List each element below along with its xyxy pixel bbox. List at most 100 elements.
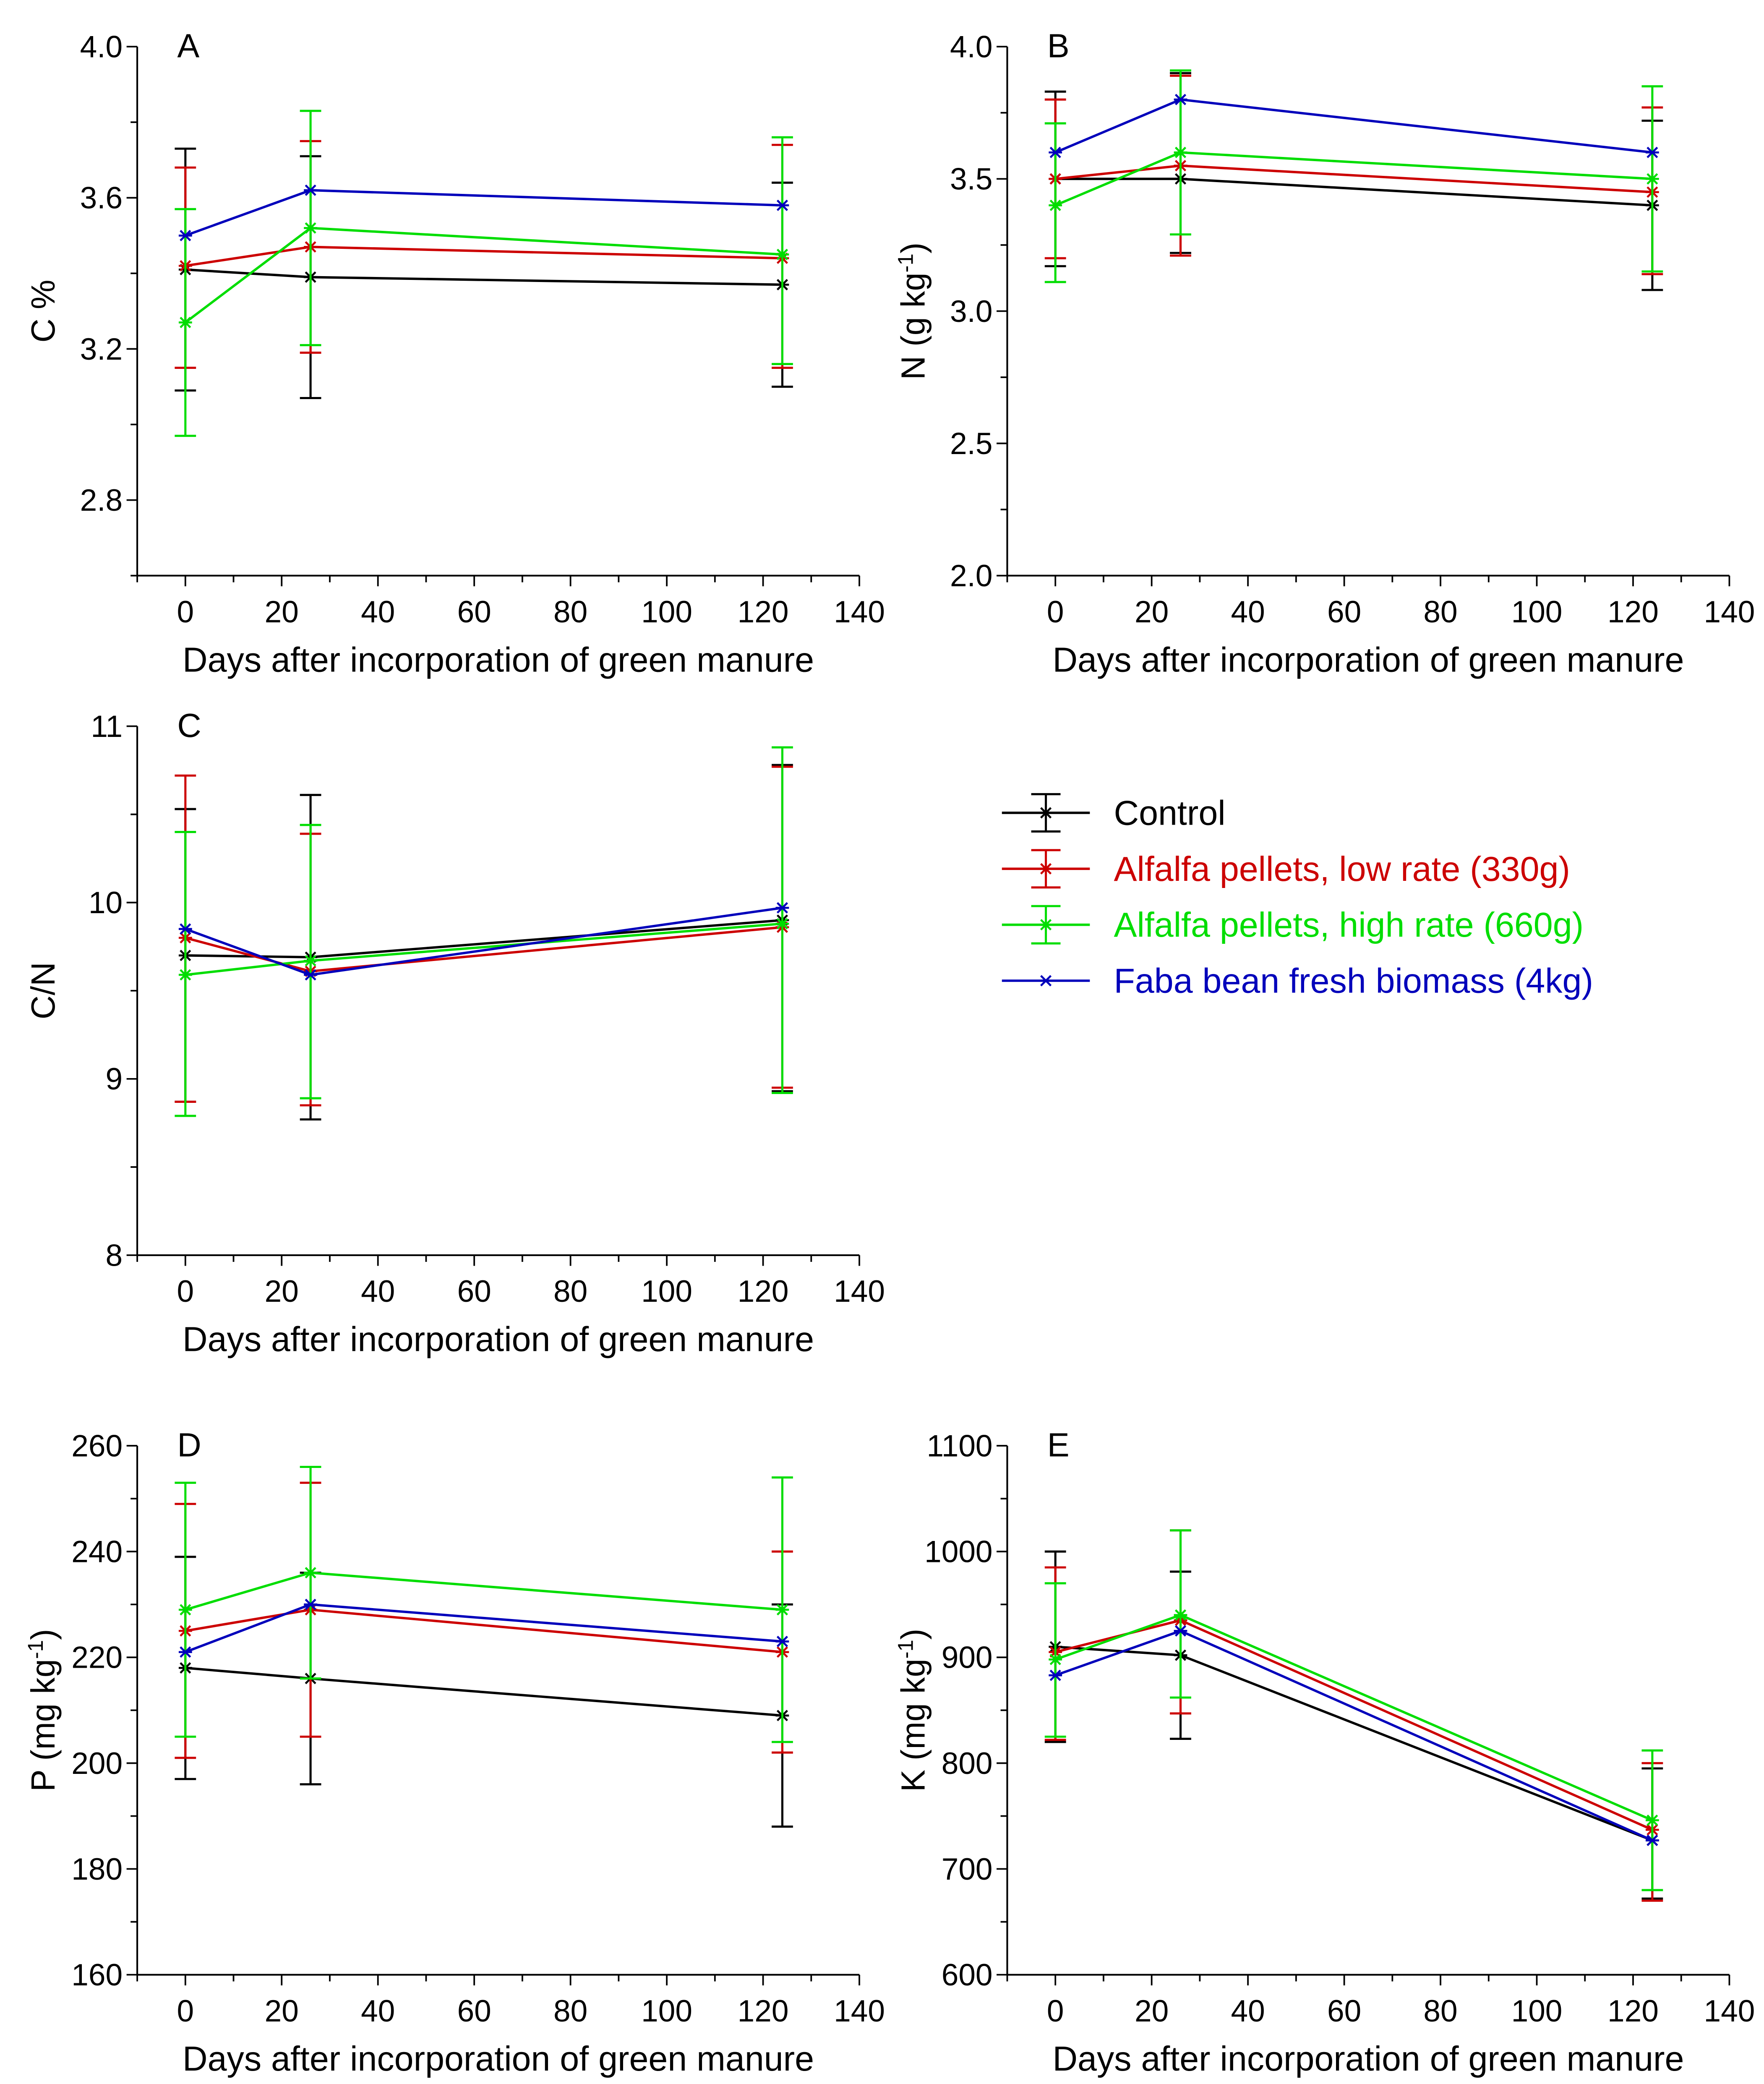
panel-c-alfalfa-high-error-bar bbox=[772, 746, 793, 1094]
panel-d-y-tick-label: 180 bbox=[71, 1852, 123, 1886]
panel-a-y-tick-label: 3.6 bbox=[80, 181, 123, 215]
panel-d-y-tick-label: 240 bbox=[71, 1535, 123, 1569]
panel-e-faba-bean-point bbox=[1174, 1625, 1187, 1637]
panel-a-alfalfa-high-point bbox=[775, 248, 789, 260]
panel-e-x-tick-label: 80 bbox=[1423, 1994, 1457, 2028]
panel-a-faba-bean-point bbox=[775, 199, 789, 211]
panel-c-series-control bbox=[175, 764, 793, 1121]
legend-item-control: Control bbox=[1002, 793, 1226, 833]
legend-label: Control bbox=[1114, 794, 1225, 832]
panel-d-faba-bean-point bbox=[304, 1598, 317, 1610]
panel-b-series-faba-bean bbox=[1049, 94, 1659, 158]
panel-b-series-alfalfa-high bbox=[1044, 69, 1663, 283]
panel-b: 0 20 40 60 80 100 120 140 2.0 2.5 3.0 3.5 4.0 B Days a… bbox=[893, 27, 1755, 679]
panel-e-letter: E bbox=[1047, 1426, 1070, 1463]
panel-e-series-alfalfa-low bbox=[1044, 1529, 1663, 1902]
panel-c-x-label: Days after incorporation of green manure bbox=[183, 1320, 814, 1359]
panel-d-alfalfa-low-line bbox=[185, 1608, 783, 1653]
panel-a-faba-bean-point bbox=[178, 230, 192, 241]
panel-a-alfalfa-high-point bbox=[178, 316, 192, 329]
panel-e-x-tick-label: 0 bbox=[1047, 1994, 1064, 2028]
panel-e-y-tick-label: 700 bbox=[942, 1852, 993, 1886]
panel-d-y-tick-label: 200 bbox=[71, 1747, 123, 1781]
panel-d-letter: D bbox=[177, 1426, 201, 1463]
panel-b-x-tick-label: 0 bbox=[1047, 595, 1064, 629]
panel-d-x-tick-label: 80 bbox=[553, 1994, 587, 2028]
panel-b-alfalfa-high-point bbox=[1174, 146, 1187, 158]
panel-d-faba-bean-point bbox=[178, 1646, 192, 1658]
panel-b-x-tick-label: 40 bbox=[1231, 595, 1265, 629]
panel-c-y-label: C/N bbox=[24, 962, 62, 1019]
panel-c-alfalfa-high-point bbox=[775, 918, 789, 930]
panel-a-x-tick-label: 60 bbox=[457, 595, 491, 629]
panel-c-x-tick-label: 120 bbox=[738, 1274, 789, 1308]
legend-item-faba-bean: Faba bean fresh biomass (4kg) bbox=[1002, 962, 1593, 1000]
panel-b-x-tick-label: 120 bbox=[1607, 595, 1659, 629]
panel-e: 0 20 40 60 80 100 120 140 600 700 800 900 1000 1100 E D… bbox=[893, 1426, 1755, 2078]
panel-a-x-tick-label: 100 bbox=[641, 595, 692, 629]
panel-c-x-tick-label: 140 bbox=[834, 1274, 885, 1308]
panel-c-faba-bean-point bbox=[178, 923, 192, 935]
panel-b-control-line bbox=[1055, 178, 1653, 207]
panel-a: 0 20 40 60 80 100 120 140 2.8 3.2 3.6 4.0 A Days afte… bbox=[24, 27, 885, 679]
panel-b-y-tick-label: 2.5 bbox=[950, 427, 993, 461]
panel-b-alfalfa-high-point bbox=[1645, 173, 1659, 185]
panel-e-y-tick-label: 600 bbox=[942, 1958, 993, 1992]
legend-item-alfalfa-high: Alfalfa pellets, high rate (660g) bbox=[1002, 905, 1584, 945]
panel-d-alfalfa-high-line bbox=[185, 1571, 783, 1611]
panel-a-alfalfa-high-error-bar bbox=[772, 136, 793, 366]
panel-e-series-faba-bean bbox=[1049, 1625, 1659, 1846]
panel-c-alfalfa-high-point bbox=[178, 969, 192, 981]
panel-a-y-tick-label: 2.8 bbox=[80, 483, 123, 517]
panel-d-x-tick-label: 0 bbox=[177, 1994, 194, 2028]
panel-b-x-tick-label: 60 bbox=[1327, 595, 1361, 629]
legend-item-alfalfa-low: Alfalfa pellets, low rate (330g) bbox=[1002, 849, 1570, 889]
panel-e-x-tick-label: 140 bbox=[1704, 1994, 1755, 2028]
panel-b-x-tick-label: 20 bbox=[1135, 595, 1169, 629]
panel-c-faba-bean-point bbox=[304, 969, 317, 981]
panel-e-alfalfa-high-point bbox=[1174, 1609, 1187, 1621]
panel-c-y-tick-label: 10 bbox=[89, 886, 123, 920]
panel-c-faba-bean-point bbox=[775, 902, 789, 914]
panel-e-x-tick-label: 20 bbox=[1135, 1994, 1169, 2028]
panel-d-x-tick-label: 140 bbox=[834, 1994, 885, 2028]
panel-b-series-control bbox=[1044, 72, 1663, 291]
panel-a-series-faba-bean bbox=[178, 184, 789, 241]
panel-e-faba-bean-line bbox=[1055, 1630, 1653, 1842]
panel-a-series-alfalfa-high bbox=[175, 110, 793, 437]
panel-d-x-tick-label: 120 bbox=[738, 1994, 789, 2028]
panel-b-x-tick-label: 80 bbox=[1423, 595, 1457, 629]
panel-b-faba-bean-point bbox=[1174, 94, 1187, 105]
panel-e-x-tick-label: 60 bbox=[1327, 1994, 1361, 2028]
panel-d-y-tick-label: 160 bbox=[71, 1958, 123, 1992]
legend-label: Alfalfa pellets, low rate (330g) bbox=[1114, 850, 1570, 888]
legend-marker bbox=[1039, 975, 1053, 987]
panel-a-x-tick-label: 0 bbox=[177, 595, 194, 629]
panel-d-x-tick-label: 20 bbox=[265, 1994, 299, 2028]
panel-e-series-alfalfa-high bbox=[1044, 1529, 1663, 1891]
panel-b-x-tick-label: 100 bbox=[1511, 595, 1563, 629]
panel-d-series-control bbox=[175, 1556, 793, 1828]
panel-b-faba-bean-point bbox=[1049, 146, 1062, 158]
panel-a-letter: A bbox=[177, 27, 199, 65]
panel-c-letter: C bbox=[177, 707, 201, 744]
panel-c-x-tick-label: 100 bbox=[641, 1274, 692, 1308]
panel-a-x-label: Days after incorporation of green manure bbox=[183, 640, 814, 679]
panel-a-x-tick-label: 80 bbox=[553, 595, 587, 629]
panel-d-control-line bbox=[185, 1666, 783, 1717]
panel-a-control-line bbox=[185, 268, 783, 286]
panel-b-alfalfa-high-point bbox=[1049, 199, 1062, 211]
panel-e-faba-bean-point bbox=[1049, 1669, 1062, 1681]
panel-d-series-alfalfa-high bbox=[175, 1465, 793, 1743]
panel-e-y-tick-label: 1000 bbox=[924, 1535, 992, 1569]
panel-a-alfalfa-high-point bbox=[304, 222, 317, 234]
panel-d-alfalfa-high-point bbox=[304, 1567, 317, 1579]
panel-c-x-tick-label: 20 bbox=[265, 1274, 299, 1308]
panel-d-x-tick-label: 60 bbox=[457, 1994, 491, 2028]
panel-a-x-tick-label: 140 bbox=[834, 595, 885, 629]
panel-e-y-label: K (mg kg-1) bbox=[893, 1629, 932, 1792]
panel-b-faba-bean-point bbox=[1645, 146, 1659, 158]
panel-d-x-tick-label: 40 bbox=[361, 1994, 395, 2028]
